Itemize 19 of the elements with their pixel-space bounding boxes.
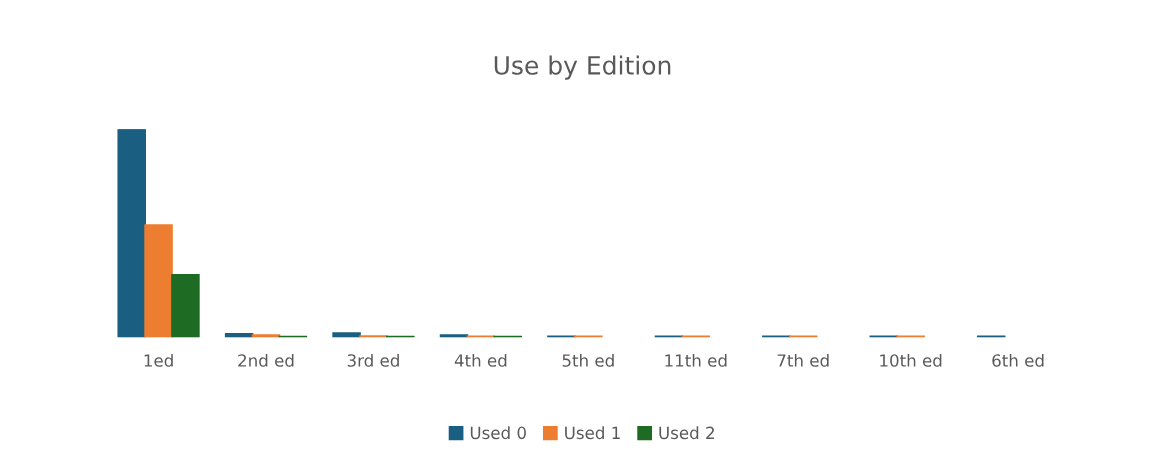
bar xyxy=(117,129,146,338)
x-tick-label: 4th ed xyxy=(454,353,507,367)
bar xyxy=(251,334,281,338)
bar xyxy=(144,224,173,338)
bar xyxy=(439,334,469,338)
legend-label: Used 1 xyxy=(565,426,620,440)
bar xyxy=(171,274,200,338)
x-tick-label: 10th ed xyxy=(880,353,942,367)
x-tick-label: 6th ed xyxy=(992,353,1044,367)
chart-title: Use by Edition xyxy=(494,55,671,80)
legend-label: Used 0 xyxy=(470,426,526,440)
x-tick-label: 11th ed xyxy=(665,353,727,367)
x-tick-label: 5th ed xyxy=(562,353,614,367)
bar xyxy=(332,332,361,338)
x-tick-label: 1ed xyxy=(144,353,173,367)
x-tick-label: 7th ed xyxy=(777,353,829,367)
x-tick-label: 2nd ed xyxy=(238,353,294,367)
x-tick-label: 3rd ed xyxy=(347,353,399,367)
legend-label: Used 2 xyxy=(659,426,714,440)
